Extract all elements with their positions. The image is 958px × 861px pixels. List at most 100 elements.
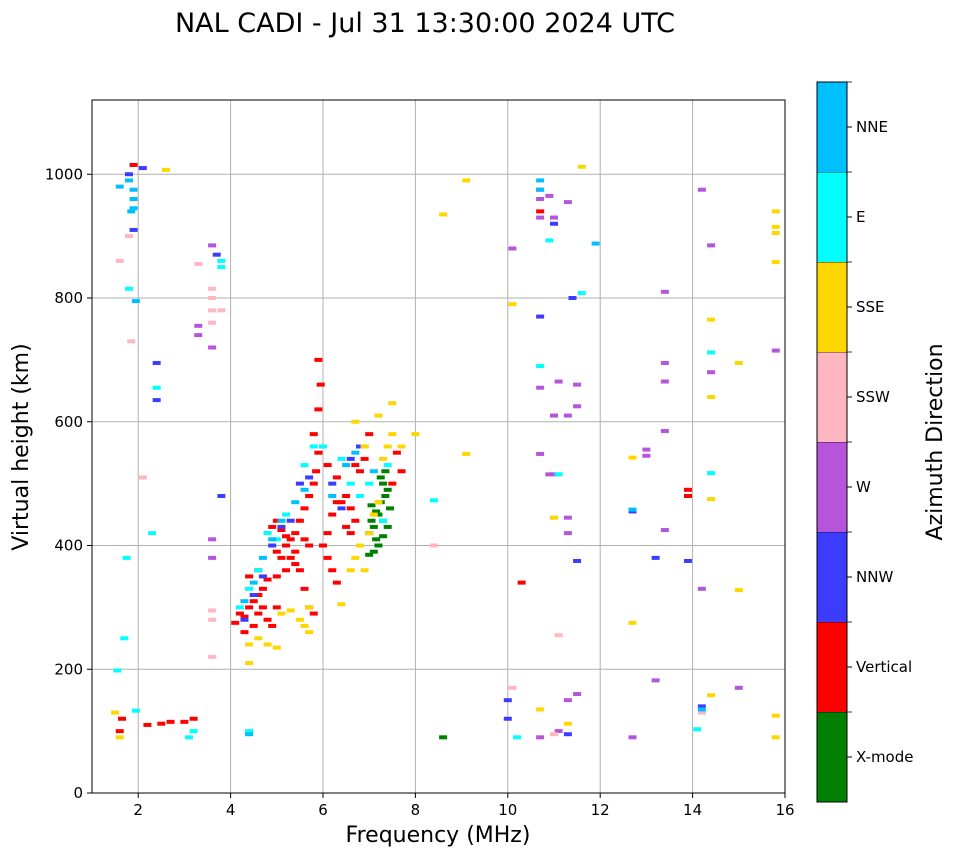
data-point	[189, 716, 198, 721]
data-point	[245, 661, 254, 666]
data-point	[295, 518, 304, 523]
data-point	[208, 320, 217, 325]
data-point	[194, 333, 203, 338]
data-point	[305, 630, 314, 635]
data-point	[383, 463, 392, 468]
data-point	[138, 166, 147, 171]
data-point	[208, 345, 217, 350]
data-point	[268, 543, 277, 548]
data-point	[208, 296, 217, 300]
data-point	[545, 238, 554, 243]
data-point	[127, 339, 136, 344]
data-point	[113, 668, 122, 673]
data-point	[508, 302, 517, 307]
data-point	[316, 382, 325, 387]
series-sse	[111, 164, 780, 740]
data-point	[143, 722, 152, 727]
series-vertical	[115, 162, 692, 734]
data-point	[707, 395, 716, 399]
data-point	[573, 692, 582, 696]
y-tick-label: 0	[73, 784, 83, 802]
x-tick-label: 16	[775, 801, 794, 819]
data-point	[550, 515, 558, 520]
data-point	[771, 209, 780, 214]
data-point	[577, 291, 586, 296]
data-point	[628, 455, 637, 460]
data-point	[379, 534, 388, 539]
data-point	[508, 246, 517, 251]
data-point	[217, 494, 226, 498]
data-point	[397, 444, 406, 449]
data-point	[550, 732, 558, 737]
data-point	[346, 568, 355, 573]
data-point	[697, 187, 706, 192]
data-point	[536, 178, 545, 183]
data-point	[111, 710, 120, 715]
data-point	[563, 515, 572, 520]
data-point	[642, 447, 651, 452]
data-point	[517, 580, 526, 585]
data-point	[212, 252, 221, 257]
data-point	[771, 260, 780, 265]
data-point	[245, 729, 254, 734]
data-point	[771, 713, 780, 718]
data-point	[328, 494, 337, 498]
data-point	[628, 735, 637, 740]
data-point	[563, 721, 572, 726]
data-point	[536, 735, 545, 740]
data-point	[240, 617, 249, 622]
data-point	[152, 360, 161, 365]
x-tick-label: 10	[498, 801, 517, 819]
data-point	[231, 620, 240, 625]
data-point	[268, 623, 277, 628]
colorbar-segment	[817, 172, 847, 262]
data-point	[369, 549, 378, 554]
data-point	[295, 481, 304, 486]
data-point	[550, 221, 558, 226]
data-point	[245, 642, 254, 647]
data-point	[312, 469, 321, 474]
data-point	[660, 528, 669, 533]
data-point	[771, 348, 780, 353]
data-point	[115, 729, 124, 734]
data-point	[351, 450, 360, 455]
data-point	[388, 481, 397, 486]
x-tick-label: 6	[318, 801, 328, 819]
data-point	[282, 543, 291, 548]
series-nne	[115, 178, 706, 737]
data-point	[374, 512, 383, 517]
colorbar-segment	[817, 262, 847, 352]
y-tick-label: 800	[54, 289, 83, 307]
data-point	[397, 469, 406, 474]
data-point	[286, 555, 295, 560]
data-point	[194, 323, 203, 328]
data-point	[628, 620, 637, 625]
data-point	[157, 721, 166, 726]
colorbar-tick-label: E	[856, 208, 865, 226]
data-point	[305, 475, 314, 480]
data-point	[129, 197, 138, 201]
data-point	[503, 716, 512, 721]
data-point	[346, 531, 355, 536]
colorbar-tick-label: SSE	[856, 298, 885, 316]
y-tick-label: 1000	[45, 165, 83, 183]
data-point	[369, 469, 378, 474]
data-point	[272, 645, 281, 650]
data-point	[536, 385, 545, 390]
data-point	[309, 432, 318, 437]
data-point	[258, 605, 267, 610]
data-point	[208, 286, 217, 291]
data-point	[245, 574, 254, 579]
data-point	[462, 451, 471, 456]
data-point	[693, 727, 702, 732]
data-point	[563, 200, 572, 205]
data-point	[351, 555, 360, 560]
data-point	[120, 636, 129, 641]
data-point	[272, 549, 281, 554]
data-point	[563, 732, 572, 737]
colorbar-label: Azimuth Direction	[923, 343, 948, 540]
data-point	[323, 531, 332, 536]
data-point	[536, 215, 545, 220]
data-point	[217, 265, 226, 270]
